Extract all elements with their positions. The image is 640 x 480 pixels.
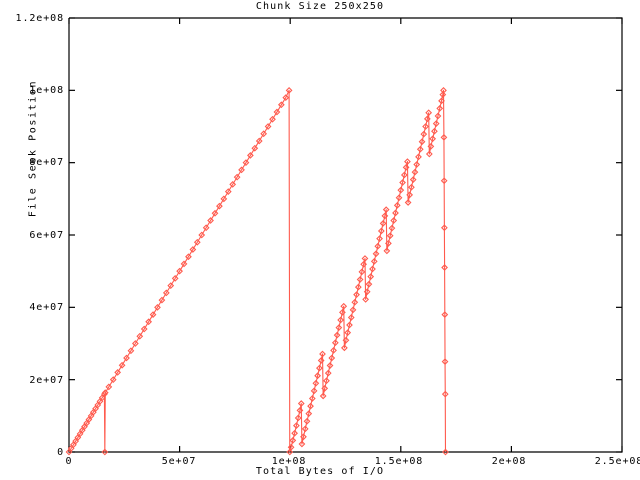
x-tick-label: 2e+08	[491, 456, 527, 467]
y-tick-label: 8e+07	[29, 157, 64, 168]
page-title: Chunk Size 250x250	[255, 1, 385, 12]
x-tick-label: 1e+08	[271, 456, 307, 467]
y-tick-label: 0	[57, 447, 64, 458]
x-tick-label: 5e+07	[161, 456, 197, 467]
axis-frame	[68, 17, 623, 453]
y-tick-label: 1e+08	[29, 85, 64, 96]
data-series-layer	[65, 86, 449, 456]
y-tick-label: 1.2e+08	[15, 13, 64, 24]
y-tick-label: 4e+07	[29, 302, 64, 313]
y-tick-label: 2e+07	[29, 375, 64, 386]
tick-marks	[68, 17, 623, 453]
x-tick-label: 0	[65, 456, 73, 467]
x-tick-label: 2.5e+08	[594, 456, 640, 467]
x-axis-title: Total Bytes of I/O	[255, 466, 385, 477]
y-tick-label: 6e+07	[29, 230, 64, 241]
x-tick-label: 1.5e+08	[374, 456, 424, 467]
